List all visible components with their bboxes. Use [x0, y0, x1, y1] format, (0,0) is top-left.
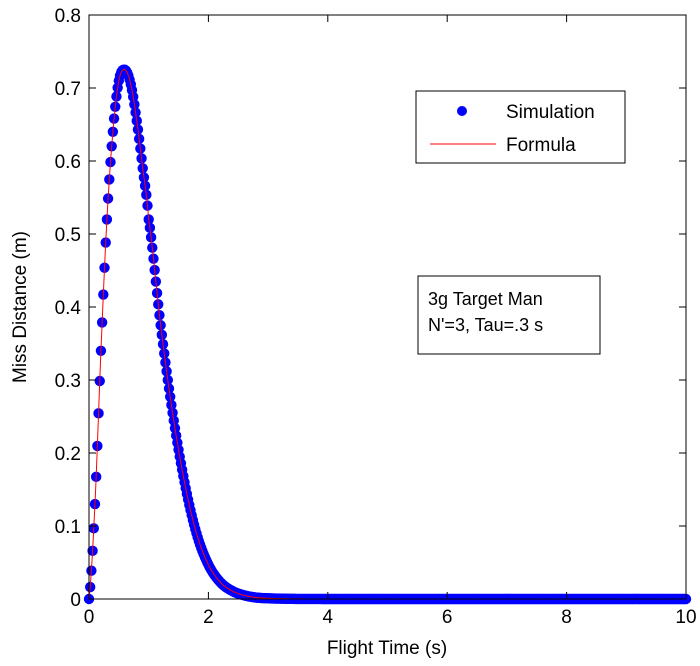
- y-axis-label: Miss Distance (m): [10, 231, 31, 383]
- y-tick-label: 0.3: [55, 371, 81, 392]
- y-tick-label: 0.5: [55, 225, 81, 246]
- y-tick-label: 0.7: [55, 79, 81, 100]
- x-axis-label: Flight Time (s): [327, 638, 447, 659]
- annotation-line-2: N'=3, Tau=.3 s: [428, 315, 543, 335]
- x-tick-label: 8: [561, 607, 572, 628]
- annotation-box: [417, 275, 601, 355]
- x-tick-label: 6: [442, 607, 453, 628]
- legend-label-formula: Formula: [506, 135, 576, 156]
- annotation-line-1: 3g Target Man: [428, 289, 543, 309]
- ticks-layer: 0 2 4 6 8 10 0 0.1 0.2 0.3 0.4 0.5 0.6 0.7 0.8: [55, 6, 697, 628]
- y-tick-label: 0.4: [55, 298, 82, 319]
- legend-label-simulation: Simulation: [506, 102, 595, 123]
- y-tick-label: 0: [70, 590, 81, 611]
- x-tick-label: 10: [675, 607, 696, 628]
- annotation: 3g Target Man N'=3, Tau=.3 s: [417, 275, 601, 355]
- y-tick-label: 0.1: [55, 517, 81, 538]
- y-tick-label: 0.8: [55, 6, 81, 27]
- x-tick-label: 2: [203, 607, 214, 628]
- legend-marker-simulation: [457, 106, 467, 116]
- x-tick-label: 4: [323, 607, 334, 628]
- legend: Simulation Formula: [415, 90, 626, 164]
- y-tick-label: 0.2: [55, 444, 81, 465]
- y-tick-label: 0.6: [55, 152, 81, 173]
- x-tick-label: 0: [84, 607, 95, 628]
- legend-box: [415, 90, 626, 164]
